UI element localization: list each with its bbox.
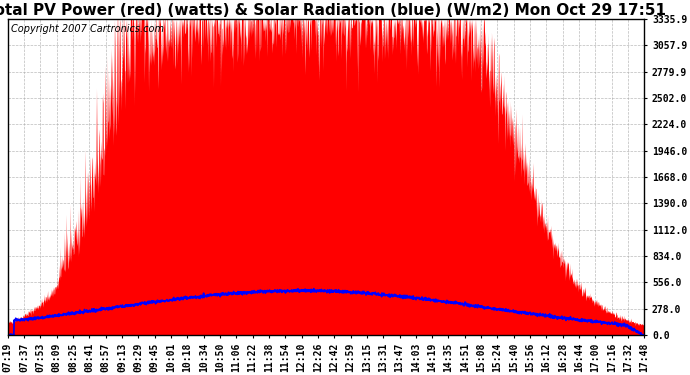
Text: Copyright 2007 Cartronics.com: Copyright 2007 Cartronics.com bbox=[11, 24, 164, 34]
Title: Total PV Power (red) (watts) & Solar Radiation (blue) (W/m2) Mon Oct 29 17:51: Total PV Power (red) (watts) & Solar Rad… bbox=[0, 3, 666, 18]
